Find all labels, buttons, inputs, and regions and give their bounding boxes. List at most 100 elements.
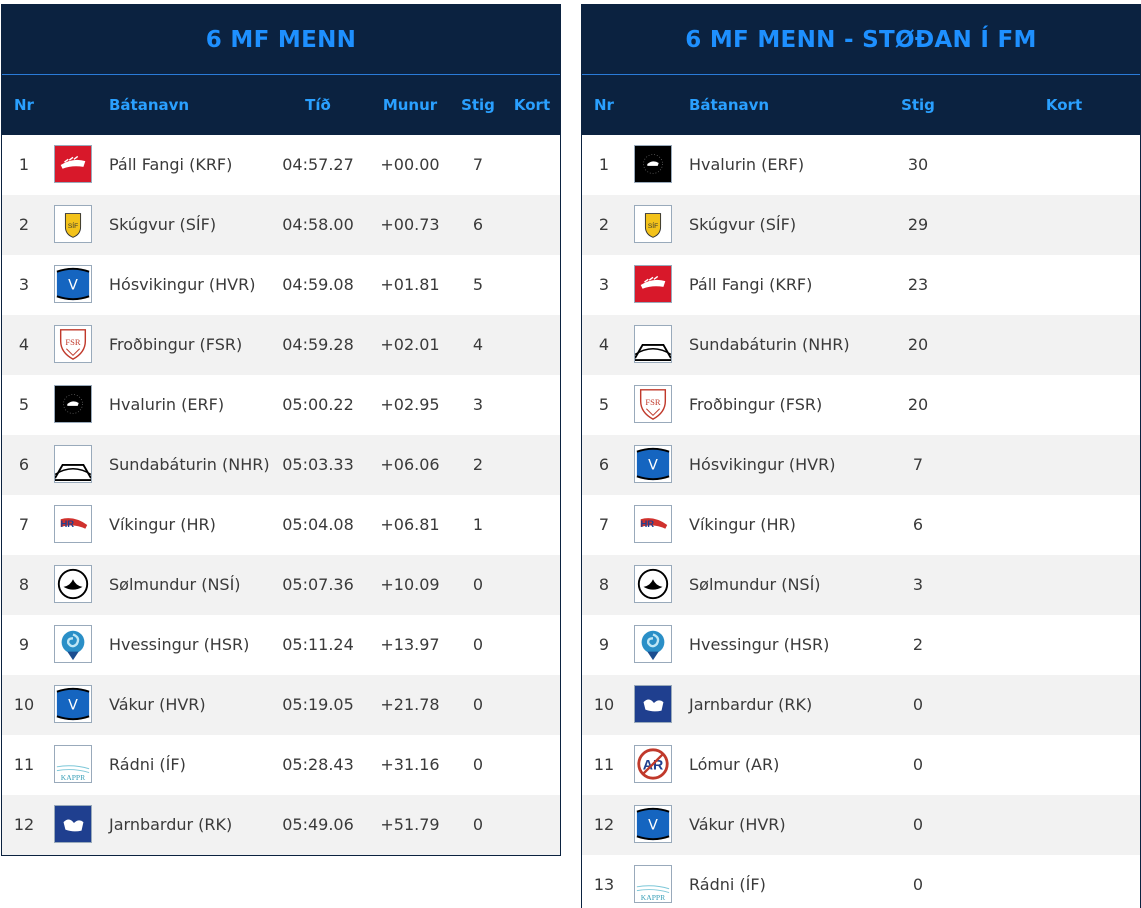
rank-number: 11 (593, 755, 615, 774)
header-points: Stig (461, 96, 495, 114)
rank-number: 6 (598, 455, 610, 474)
points: 6 (912, 515, 924, 534)
table-row[interactable]: 2 SÍF Skúgvur (SÍF) 29 (582, 195, 1140, 255)
boat-name: Víkingur (HR) (109, 515, 216, 534)
time-diff: +21.78 (380, 695, 440, 714)
time-diff: +51.79 (380, 815, 440, 834)
krf-logo (634, 265, 672, 303)
table-row[interactable]: 11 KAPPR Rádni (ÍF) 05:28.43 +31.16 0 (2, 735, 560, 795)
rank-number: 10 (13, 695, 35, 714)
table-row[interactable]: 8 Sølmundur (NSÍ) 3 (582, 555, 1140, 615)
rank-number: 9 (18, 635, 30, 654)
rank-number: 13 (593, 875, 615, 894)
boat-name: Hvalurin (ERF) (109, 395, 225, 414)
rank-number: 7 (598, 515, 610, 534)
standings-header-row: Nr Bátanavn Stig Kort (582, 75, 1140, 135)
points: 6 (472, 215, 484, 234)
rank-number: 7 (18, 515, 30, 534)
table-row[interactable]: 6 Sundabáturin (NHR) 05:03.33 +06.06 2 (2, 435, 560, 495)
if-logo: KAPPR (634, 865, 672, 903)
rank-number: 6 (18, 455, 30, 474)
svg-text:KAPPR: KAPPR (61, 773, 86, 782)
boat-name: Skúgvur (SÍF) (109, 215, 217, 234)
svg-text:FSR: FSR (645, 397, 660, 407)
race-time: 05:28.43 (282, 755, 354, 774)
race-time: 04:57.27 (282, 155, 354, 174)
header-map: Kort (513, 96, 551, 114)
rank-number: 12 (13, 815, 35, 834)
race-results-table: 6 MF MENN Nr Bátanavn Tíð Munur Stig Kor… (1, 4, 561, 856)
table-row[interactable]: 7 HR Víkingur (HR) 05:04.08 +06.81 1 (2, 495, 560, 555)
standings-table: 6 MF MENN - STØÐAN Í FM Nr Bátanavn Stig… (581, 4, 1141, 908)
boat-name: Hvessingur (HSR) (109, 635, 250, 654)
points: 0 (472, 755, 484, 774)
table-row[interactable]: 3 Páll Fangi (KRF) 23 (582, 255, 1140, 315)
hvr-logo: V (54, 265, 92, 303)
erf-logo (634, 145, 672, 183)
rank-number: 3 (18, 275, 30, 294)
table-row[interactable]: 9 Hvessingur (HSR) 05:11.24 +13.97 0 (2, 615, 560, 675)
time-diff: +02.01 (380, 335, 440, 354)
table-row[interactable]: 10 Jarnbardur (RK) 0 (582, 675, 1140, 735)
table-row[interactable]: 12 Jarnbardur (RK) 05:49.06 +51.79 0 (2, 795, 560, 855)
rank-number: 8 (598, 575, 610, 594)
boat-name: Jarnbardur (RK) (689, 695, 813, 714)
fsr-logo: FSR (54, 325, 92, 363)
nhr-logo (634, 325, 672, 363)
table-row[interactable]: 2 SÍF Skúgvur (SÍF) 04:58.00 +00.73 6 (2, 195, 560, 255)
table-row[interactable]: 6 V Hósvikingur (HVR) 7 (582, 435, 1140, 495)
boat-name: Sundabáturin (NHR) (109, 455, 270, 474)
points: 3 (912, 575, 924, 594)
race-time: 05:11.24 (282, 635, 354, 654)
hvr-logo: V (634, 805, 672, 843)
table-row[interactable]: 9 Hvessingur (HSR) 2 (582, 615, 1140, 675)
table-row[interactable]: 4 FSR Froðbingur (FSR) 04:59.28 +02.01 4 (2, 315, 560, 375)
time-diff: +13.97 (380, 635, 440, 654)
sif-logo: SÍF (634, 205, 672, 243)
hvr-logo: V (634, 445, 672, 483)
points: 3 (472, 395, 484, 414)
boat-name: Víkingur (HR) (689, 515, 796, 534)
points: 0 (472, 635, 484, 654)
table-row[interactable]: 8 Sølmundur (NSÍ) 05:07.36 +10.09 0 (2, 555, 560, 615)
table-row[interactable]: 4 Sundabáturin (NHR) 20 (582, 315, 1140, 375)
rank-number: 11 (13, 755, 35, 774)
points: 2 (472, 455, 484, 474)
header-map: Kort (1045, 96, 1083, 114)
nhr-logo (54, 445, 92, 483)
table-row[interactable]: 10 V Vákur (HVR) 05:19.05 +21.78 0 (2, 675, 560, 735)
table-row[interactable]: 7 HR Víkingur (HR) 6 (582, 495, 1140, 555)
header-nr: Nr (14, 96, 34, 114)
race-results-title: 6 MF MENN (2, 5, 560, 75)
header-points: Stig (901, 96, 935, 114)
svg-text:FSR: FSR (65, 337, 80, 347)
points: 0 (472, 815, 484, 834)
hsr-logo (634, 625, 672, 663)
table-row[interactable]: 5 FSR Froðbingur (FSR) 20 (582, 375, 1140, 435)
header-time: Tíð (305, 96, 331, 114)
points: 0 (912, 815, 924, 834)
boat-name: Rádni (ÍF) (689, 875, 766, 894)
table-row[interactable]: 3 V Hósvikingur (HVR) 04:59.08 +01.81 5 (2, 255, 560, 315)
points: 23 (907, 275, 929, 294)
boat-name: Páll Fangi (KRF) (109, 155, 233, 174)
table-row[interactable]: 11 AR Lómur (AR) 0 (582, 735, 1140, 795)
race-time: 05:00.22 (282, 395, 354, 414)
table-row[interactable]: 1 Hvalurin (ERF) 30 (582, 135, 1140, 195)
time-diff: +01.81 (380, 275, 440, 294)
rank-number: 4 (598, 335, 610, 354)
race-time: 04:59.08 (282, 275, 354, 294)
table-row[interactable]: 1 Páll Fangi (KRF) 04:57.27 +00.00 7 (2, 135, 560, 195)
boat-name: Vákur (HVR) (109, 695, 206, 714)
boat-name: Sølmundur (NSÍ) (109, 575, 241, 594)
svg-text:KAPPR: KAPPR (641, 893, 666, 902)
points: 1 (472, 515, 484, 534)
hsr-logo (54, 625, 92, 663)
table-row[interactable]: 13 KAPPR Rádni (ÍF) 0 (582, 855, 1140, 908)
header-boat-name: Bátanavn (689, 96, 770, 114)
table-row[interactable]: 5 Hvalurin (ERF) 05:00.22 +02.95 3 (2, 375, 560, 435)
table-row[interactable]: 12 V Vákur (HVR) 0 (582, 795, 1140, 855)
boat-name: Lómur (AR) (689, 755, 780, 774)
rank-number: 2 (18, 215, 30, 234)
nsi-logo (634, 565, 672, 603)
